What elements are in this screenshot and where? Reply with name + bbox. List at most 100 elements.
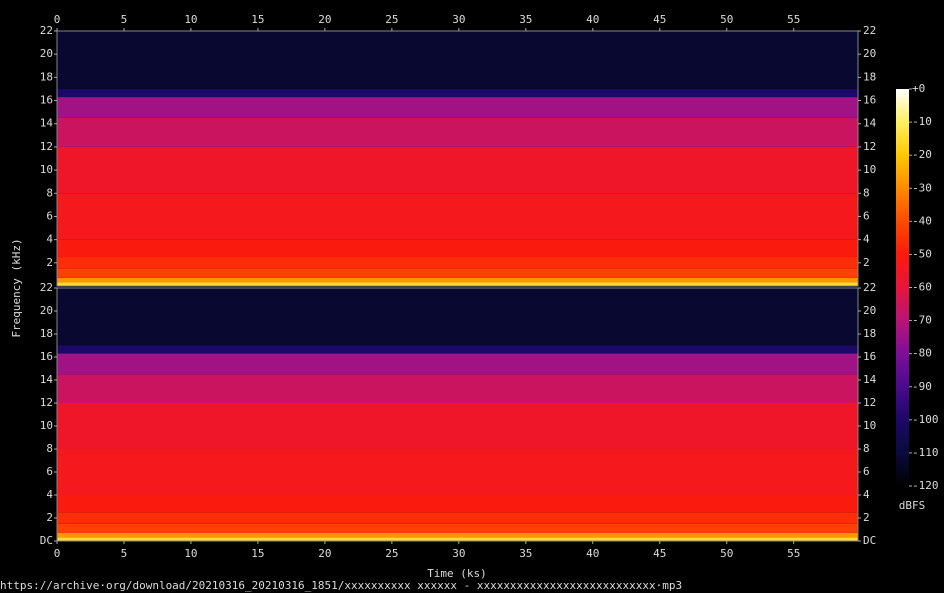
y-tick-label: 18 (863, 327, 876, 340)
spectral-band (57, 97, 858, 118)
spectral-band (57, 277, 858, 283)
x-tick-label: 30 (452, 547, 465, 560)
y-tick-label: 6 (46, 209, 53, 222)
spectral-band (57, 31, 858, 89)
x-tick-label: 25 (385, 547, 398, 560)
y-tick-label: 22 (863, 24, 876, 37)
colorbar-tick-label: -100 (912, 413, 939, 426)
y-tick-label: 14 (863, 373, 877, 386)
spectral-band (57, 495, 858, 513)
y-tick-label: 22 (40, 281, 53, 294)
x-tick-label: 10 (184, 13, 197, 26)
y-tick-label: 6 (863, 209, 870, 222)
y-tick-label: 8 (863, 186, 870, 199)
spectral-band (57, 268, 858, 278)
x-tick-label: 20 (318, 547, 331, 560)
y-tick-label: 8 (46, 186, 53, 199)
spectral-band (57, 512, 858, 524)
y-tick-label: 16 (40, 94, 53, 107)
x-tick-label: 40 (586, 547, 599, 560)
x-tick-label: 5 (121, 547, 128, 560)
colorbar-tick-label: -50 (912, 247, 932, 260)
spectral-band (57, 193, 858, 240)
colorbar-tick-label: +0 (912, 82, 925, 95)
spectral-band (57, 239, 858, 258)
y-tick-label: 16 (863, 94, 876, 107)
y-tick-label: 2 (46, 256, 53, 269)
y-tick-label: 10 (40, 163, 53, 176)
y-tick-label: 18 (40, 327, 53, 340)
spectral-band (57, 537, 858, 541)
x-tick-label: 30 (452, 13, 465, 26)
x-tick-label: 20 (318, 13, 331, 26)
x-tick-label: 55 (787, 13, 800, 26)
colorbar-tick-label: -30 (912, 181, 932, 194)
y-tick-label: 20 (863, 304, 876, 317)
x-tick-label: 50 (720, 547, 733, 560)
x-tick-label: 0 (54, 547, 61, 560)
colorbar-tick-label: -40 (912, 214, 932, 227)
y-tick-label: DC (40, 534, 53, 547)
spectral-band (57, 523, 858, 533)
x-tick-label: 25 (385, 13, 398, 26)
plot-frame (56, 287, 859, 542)
y-tick-label: 4 (46, 488, 53, 501)
colorbar-tick-label: -60 (912, 281, 932, 294)
footer-url: https://archive·org/download/20210316_20… (0, 579, 682, 592)
spectral-band (57, 345, 858, 354)
spectral-band (57, 403, 858, 449)
colorbar-tick-label: -90 (912, 380, 932, 393)
colorbar-tick-label: -80 (912, 347, 932, 360)
y-tick-label: 22 (863, 281, 876, 294)
y-tick-label: 4 (46, 233, 53, 246)
y-tick-label: 4 (863, 488, 870, 501)
y-tick-label: 16 (863, 350, 876, 363)
spectral-band (57, 449, 858, 495)
y-tick-label: DC (863, 534, 876, 547)
spectral-band (57, 353, 858, 375)
colorbar-tick-label: -20 (912, 148, 932, 161)
y-tick-label: 16 (40, 350, 53, 363)
x-axis-label: Time (ks) (427, 567, 487, 580)
y-axis-label: Frequency (kHz) (10, 238, 23, 337)
y-tick-label: 22 (40, 24, 53, 37)
y-tick-label: 6 (863, 465, 870, 478)
y-tick-label: 12 (863, 140, 876, 153)
y-tick-label: 6 (46, 465, 53, 478)
x-tick-label: 15 (251, 13, 264, 26)
y-tick-label: 18 (40, 70, 53, 83)
x-tick-label: 45 (653, 13, 666, 26)
x-tick-label: 40 (586, 13, 599, 26)
y-tick-label: 20 (863, 47, 876, 60)
colorbar-tick-label: -10 (912, 115, 932, 128)
colorbar-tick-label: -110 (912, 446, 939, 459)
spectral-band (57, 146, 858, 194)
y-tick-label: 14 (863, 117, 877, 130)
spectral-band (57, 288, 858, 346)
colorbar-label: dBFS (899, 499, 926, 512)
y-tick-label: 12 (40, 140, 53, 153)
spectral-band (57, 117, 858, 147)
x-tick-label: 5 (121, 13, 128, 26)
y-tick-label: 10 (40, 419, 53, 432)
y-tick-label: 10 (863, 163, 876, 176)
colorbar (896, 89, 909, 486)
y-tick-label: 12 (863, 396, 876, 409)
spectral-band (57, 282, 858, 286)
x-tick-label: 10 (184, 547, 197, 560)
y-tick-label: 2 (863, 256, 870, 269)
y-tick-label: 10 (863, 419, 876, 432)
x-tick-label: 45 (653, 547, 666, 560)
x-tick-label: 15 (251, 547, 264, 560)
x-tick-label: 35 (519, 547, 532, 560)
y-tick-label: 20 (40, 304, 53, 317)
spectral-band (57, 257, 858, 269)
x-tick-label: 55 (787, 547, 800, 560)
plot-frame (56, 30, 859, 287)
x-tick-label: 50 (720, 13, 733, 26)
y-tick-label: 12 (40, 396, 53, 409)
colorbar-tick-label: -120 (912, 479, 939, 492)
y-tick-label: 8 (46, 442, 53, 455)
spectral-band (57, 88, 858, 98)
